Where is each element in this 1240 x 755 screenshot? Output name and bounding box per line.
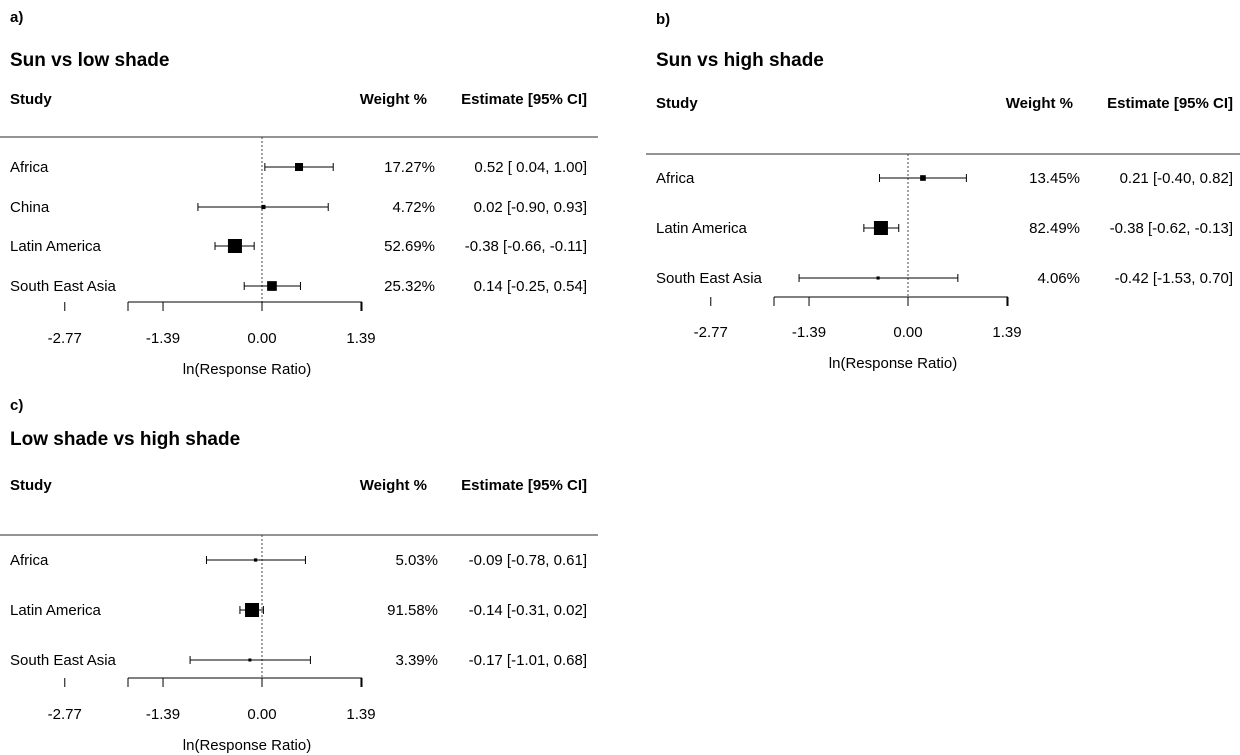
estimate-marker bbox=[261, 204, 266, 210]
study-label: Latin America bbox=[10, 238, 102, 255]
weight-value: 13.45% bbox=[1029, 170, 1080, 187]
x-tick-label: -2.77 bbox=[694, 324, 728, 341]
estimate-marker bbox=[295, 162, 304, 172]
column-header-study: Study bbox=[10, 91, 52, 108]
forest-panel-b: b) Sun vs high shade Study Weight % Estimate… bbox=[646, 11, 1240, 372]
column-header-study: Study bbox=[656, 95, 698, 112]
estimate-marker bbox=[267, 281, 277, 291]
x-axis-label: ln(Response Ratio) bbox=[183, 361, 311, 378]
study-row: Latin America 91.58% -0.14 [-0.31, 0.02] bbox=[10, 602, 587, 619]
estimate-value: 0.21 [-0.40, 0.82] bbox=[1120, 170, 1233, 187]
forest-panel-a: a) Sun vs low shade Study Weight % Estimate … bbox=[0, 9, 598, 378]
x-tick-label: -1.39 bbox=[792, 324, 826, 341]
study-label: Africa bbox=[10, 159, 49, 176]
x-tick-label: 0.00 bbox=[247, 706, 276, 723]
estimate-value: 0.14 [-0.25, 0.54] bbox=[474, 278, 587, 295]
column-header-weight: Weight % bbox=[360, 477, 427, 494]
estimate-value: -0.42 [-1.53, 0.70] bbox=[1115, 270, 1233, 287]
x-tick-label: 0.00 bbox=[247, 330, 276, 347]
estimate-marker bbox=[920, 175, 926, 181]
study-label: Africa bbox=[10, 552, 49, 569]
x-axis-label: ln(Response Ratio) bbox=[183, 737, 311, 754]
study-row: South East Asia 4.06% -0.42 [-1.53, 0.70] bbox=[656, 270, 1233, 287]
panel-title: Sun vs low shade bbox=[10, 50, 169, 71]
weight-value: 91.58% bbox=[387, 602, 438, 619]
column-header-weight: Weight % bbox=[1006, 95, 1073, 112]
study-label: South East Asia bbox=[10, 652, 117, 669]
x-tick-label: -1.39 bbox=[146, 706, 180, 723]
estimate-marker bbox=[873, 221, 888, 235]
estimate-value: -0.38 [-0.66, -0.11] bbox=[465, 238, 587, 255]
weight-value: 25.32% bbox=[384, 278, 435, 295]
estimate-marker bbox=[245, 603, 260, 617]
x-tick-label: -2.77 bbox=[48, 330, 82, 347]
study-row: South East Asia 25.32% 0.14 [-0.25, 0.54] bbox=[10, 278, 587, 295]
x-axis-label: ln(Response Ratio) bbox=[829, 355, 957, 372]
study-label: South East Asia bbox=[656, 270, 763, 287]
weight-value: 82.49% bbox=[1029, 220, 1080, 237]
estimate-value: -0.09 [-0.78, 0.61] bbox=[469, 552, 587, 569]
x-tick-label: 1.39 bbox=[346, 706, 375, 723]
study-label: South East Asia bbox=[10, 278, 117, 295]
panel-label: b) bbox=[656, 11, 670, 28]
estimate-value: -0.38 [-0.62, -0.13] bbox=[1110, 220, 1233, 237]
study-row: Africa 13.45% 0.21 [-0.40, 0.82] bbox=[656, 170, 1233, 187]
weight-value: 4.72% bbox=[392, 199, 435, 216]
column-header-estimate: Estimate [95% CI] bbox=[461, 91, 587, 108]
estimate-marker bbox=[253, 558, 258, 562]
study-label: China bbox=[10, 199, 50, 216]
x-tick-label: -1.39 bbox=[146, 330, 180, 347]
estimate-marker bbox=[876, 276, 880, 280]
panel-label: a) bbox=[10, 9, 23, 26]
estimate-value: -0.14 [-0.31, 0.02] bbox=[469, 602, 587, 619]
study-row: Africa 17.27% 0.52 [ 0.04, 1.00] bbox=[10, 159, 587, 176]
forest-panel-c: c) Low shade vs high shade Study Weight % Es… bbox=[0, 397, 598, 754]
study-row: Africa 5.03% -0.09 [-0.78, 0.61] bbox=[10, 552, 587, 569]
panel-label: c) bbox=[10, 397, 23, 414]
weight-value: 4.06% bbox=[1037, 270, 1080, 287]
column-header-estimate: Estimate [95% CI] bbox=[461, 477, 587, 494]
x-tick-label: 0.00 bbox=[893, 324, 922, 341]
estimate-marker bbox=[248, 658, 252, 662]
weight-value: 52.69% bbox=[384, 238, 435, 255]
weight-value: 5.03% bbox=[395, 552, 438, 569]
study-label: Latin America bbox=[10, 602, 102, 619]
weight-value: 17.27% bbox=[384, 159, 435, 176]
estimate-value: 0.52 [ 0.04, 1.00] bbox=[474, 159, 587, 176]
x-tick-label: -2.77 bbox=[48, 706, 82, 723]
study-row: Latin America 52.69% -0.38 [-0.66, -0.11] bbox=[10, 238, 587, 255]
x-tick-label: 1.39 bbox=[992, 324, 1021, 341]
study-label: Africa bbox=[656, 170, 695, 187]
estimate-value: 0.02 [-0.90, 0.93] bbox=[474, 199, 587, 216]
study-label: Latin America bbox=[656, 220, 748, 237]
column-header-study: Study bbox=[10, 477, 52, 494]
study-row: China 4.72% 0.02 [-0.90, 0.93] bbox=[10, 199, 587, 216]
estimate-marker bbox=[227, 239, 242, 253]
weight-value: 3.39% bbox=[395, 652, 438, 669]
column-header-estimate: Estimate [95% CI] bbox=[1107, 95, 1233, 112]
column-header-weight: Weight % bbox=[360, 91, 427, 108]
study-row: Latin America 82.49% -0.38 [-0.62, -0.13] bbox=[656, 220, 1233, 237]
study-row: South East Asia 3.39% -0.17 [-1.01, 0.68] bbox=[10, 652, 587, 669]
panel-title: Low shade vs high shade bbox=[10, 429, 240, 450]
estimate-value: -0.17 [-1.01, 0.68] bbox=[469, 652, 587, 669]
x-tick-label: 1.39 bbox=[346, 330, 375, 347]
panel-title: Sun vs high shade bbox=[656, 50, 824, 71]
